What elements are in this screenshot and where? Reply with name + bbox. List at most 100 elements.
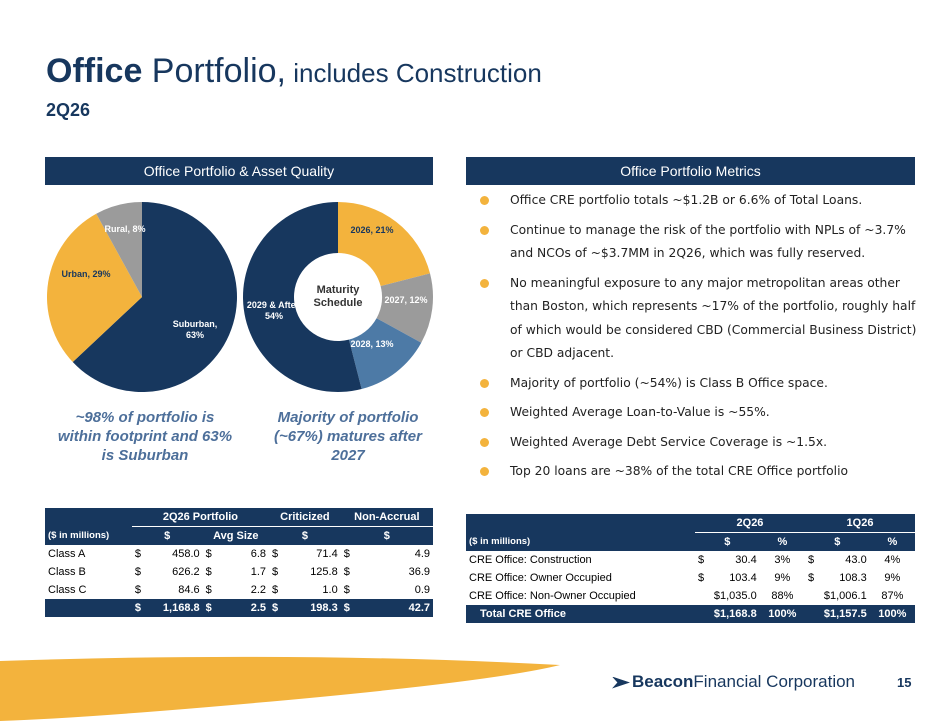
bullet-text: Office CRE portfolio totals ~$1.2B or 6.… (510, 193, 863, 207)
bullet-item: Weighted Average Debt Service Coverage i… (478, 431, 918, 455)
slice-label: 2026, 21% (350, 225, 393, 235)
header-units: ($ in millions) (466, 532, 695, 551)
table-row: CRE Office: Owner Occupied $103.4 9% $10… (466, 569, 915, 587)
donut-center-label: Maturity (317, 284, 361, 296)
portfolio-table: 2Q26 Portfolio Criticized Non-Accrual ($… (45, 508, 433, 617)
pie-slice-2029-after (243, 202, 362, 392)
bullet-dot-icon (480, 408, 489, 417)
slice-label: 2029 & After, (247, 300, 301, 310)
q2-value: 30.4 (735, 554, 757, 566)
header-group-criticized: Criticized (269, 508, 341, 527)
bullet-text: Weighted Average Loan-to-Value is ~55%. (510, 405, 770, 419)
q1-value: 108.3 (839, 572, 867, 584)
currency-sign: $ (205, 566, 212, 578)
row-label: CRE Office: Construction (469, 554, 592, 566)
bullet-dot-icon (480, 378, 489, 388)
maturity-donut-chart: 2026, 21% 2027, 12% 2028, 13% 2029 & After,… (243, 202, 434, 392)
currency-sign: $ (134, 548, 141, 560)
currency-sign: $ (205, 548, 212, 560)
callout-maturity: Majority of portfolio (~67%) matures aft… (274, 409, 422, 464)
slice-label: Urban, 29% (61, 269, 110, 279)
currency-sign: $ (134, 584, 141, 596)
footer-swoosh-graphic (0, 656, 560, 721)
header-dollar: $ (269, 526, 341, 545)
slice-label: Rural, 8% (104, 224, 145, 234)
q1-value: 43.0 (845, 554, 867, 566)
slice-label: 54% (265, 311, 283, 321)
header-group-nonaccrual: Non-Accrual (340, 508, 433, 527)
bullet-text: Continue to manage the risk of the portf… (510, 222, 906, 261)
section-header-asset-quality: Office Portfolio & Asset Quality (45, 157, 433, 185)
currency-sign: $ (269, 599, 289, 617)
portfolio-value: 626.2 (172, 566, 200, 578)
table-row: CRE Office: Construction $30.4 3% $43.0 … (466, 551, 915, 569)
page-subtitle: 2Q26 (46, 100, 91, 120)
q2-percent: 3% (774, 554, 791, 566)
q1-percent-total: 100% (869, 605, 915, 623)
slice-label: 2027, 12% (384, 295, 427, 305)
slice-label: Suburban, (173, 319, 218, 329)
q1-percent: 4% (884, 554, 901, 566)
nonaccrual-value: 0.9 (414, 584, 430, 596)
nonaccrual-value: 36.9 (408, 566, 430, 578)
header-dollar: $ (804, 532, 870, 551)
pie-slice-2028 (348, 318, 422, 390)
bullet-dot-icon (480, 278, 489, 288)
q2-percent: 9% (774, 572, 791, 584)
row-label: Class C (48, 584, 87, 596)
table-row: Class A $458.0 $6.8 $71.4 $4.9 (45, 545, 433, 563)
header-empty (466, 514, 695, 533)
currency-sign: $ (697, 572, 705, 584)
criticized-value: 71.4 (316, 548, 338, 560)
section-header-metrics: Office Portfolio Metrics (466, 157, 915, 185)
header-dollar: $ (340, 526, 433, 545)
currency-sign: $ (134, 566, 141, 578)
q2-value: $1,035.0 (713, 590, 757, 602)
q1-percent: 87% (881, 590, 904, 602)
row-label (45, 599, 132, 617)
currency-sign: $ (807, 554, 815, 566)
logo-text: Financial Corporation (693, 672, 856, 691)
avg-size-total: 2.5 (226, 599, 270, 617)
header-avg-size: Avg Size (202, 526, 270, 545)
pie-slice-2026 (338, 202, 431, 287)
criticized-value: 125.8 (310, 566, 338, 578)
bullet-text: Top 20 loans are ~38% of the total CRE O… (510, 464, 849, 478)
bullet-text: Majority of portfolio (~54%) is Class B … (510, 375, 828, 390)
page-title: Office Portfolio, includes Construction (46, 52, 542, 91)
currency-sign: $ (343, 584, 350, 596)
pie-slice-suburban (72, 202, 237, 393)
header-dollar: $ (694, 532, 760, 551)
metrics-bullet-list: Office CRE portfolio totals ~$1.2B or 6.… (478, 189, 918, 490)
bullet-dot-icon (480, 437, 489, 447)
q2-percent-total: 100% (759, 605, 805, 623)
row-label: Class A (48, 548, 86, 560)
row-label: CRE Office: Non-Owner Occupied (469, 590, 636, 602)
header-percent: % (869, 532, 915, 551)
q1-total: $1,157.5 (804, 605, 870, 623)
nonaccrual-value: 4.9 (414, 548, 430, 560)
pie-slice-urban (47, 213, 143, 363)
currency-sign: $ (202, 599, 227, 617)
title-bold: Office (46, 52, 143, 90)
bullet-dot-icon (480, 225, 489, 235)
header-group-2q26: 2Q26 (694, 514, 805, 533)
table-row: CRE Office: Non-Owner Occupied $1,035.0 … (466, 587, 915, 605)
q2-percent: 88% (771, 590, 794, 602)
avg-size-value: 2.2 (250, 584, 267, 596)
slice-label: 63% (186, 330, 204, 340)
row-label: Class B (48, 566, 86, 578)
currency-sign: $ (272, 566, 279, 578)
cre-office-table: 2Q26 1Q26 ($ in millions) $ % $ % CRE Of… (466, 514, 915, 623)
criticized-value: 1.0 (322, 584, 338, 596)
header-group-1q26: 1Q26 (804, 514, 915, 533)
pie-slice-2027 (376, 273, 434, 343)
q1-percent: 9% (884, 572, 901, 584)
currency-sign: $ (272, 584, 279, 596)
criticized-total: 198.3 (288, 599, 341, 617)
bullet-item: Weighted Average Loan-to-Value is ~55%. (478, 401, 918, 425)
nonaccrual-total: 42.7 (368, 599, 433, 617)
callout-footprint: ~98% of portfolio is within footprint an… (57, 409, 233, 464)
bullet-item: No meaningful exposure to any major metr… (478, 272, 918, 366)
